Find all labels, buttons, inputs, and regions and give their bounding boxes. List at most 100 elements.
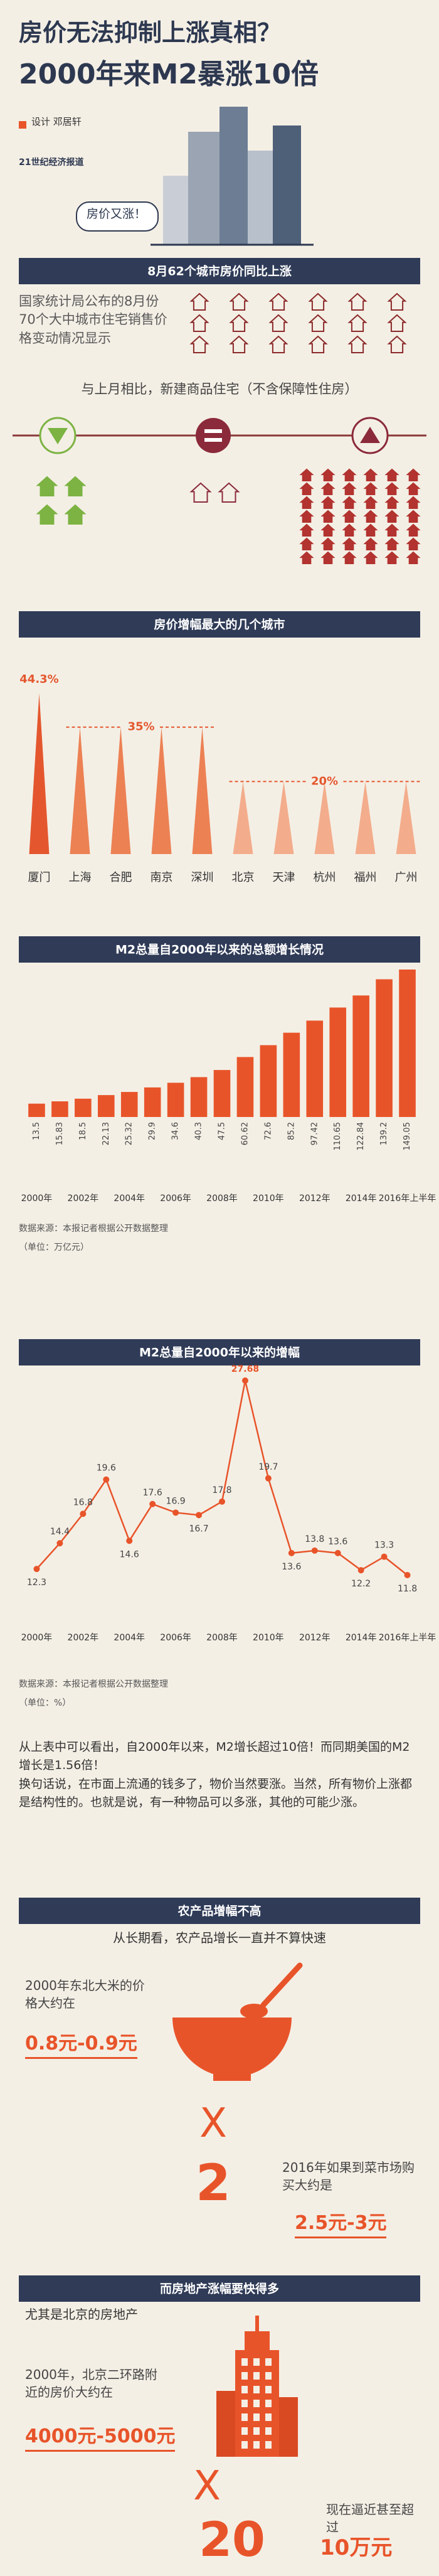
value-label: 12.3 <box>27 1578 46 1588</box>
point <box>172 1509 179 1516</box>
house-icon <box>229 335 249 353</box>
x-tick-label: 2008年 <box>206 1633 238 1643</box>
x-tick-label: 2012年 <box>299 1633 331 1643</box>
house-icon <box>342 510 357 523</box>
bar <box>75 1098 92 1117</box>
value-label: 17.6 <box>143 1488 162 1498</box>
x-tick-label: 合肥 <box>110 871 132 884</box>
banner-title: 农产品增幅不高 <box>177 1904 261 1918</box>
window <box>253 2441 260 2449</box>
unit: （单位：万亿元） <box>19 1243 89 1253</box>
house-icon <box>299 482 314 495</box>
point <box>381 1553 388 1560</box>
x-tick-label: 2006年 <box>160 1194 191 1204</box>
value-label: 47.5 <box>218 1122 227 1140</box>
x-tick-label: 北京 <box>232 871 255 884</box>
point <box>404 1572 411 1578</box>
window <box>241 2358 248 2366</box>
house-icon <box>406 468 421 481</box>
value-label: 16.9 <box>166 1496 186 1506</box>
house-icon <box>384 510 399 523</box>
point <box>265 1475 272 1482</box>
x-tick-label: 2014年 <box>346 1194 377 1204</box>
house-icon <box>384 551 399 564</box>
then-text: 2000年东北大米的价格大约在 <box>25 1978 145 2011</box>
window <box>253 2413 260 2421</box>
house-icon <box>189 292 209 311</box>
house-icon <box>299 496 314 509</box>
house-icon <box>320 523 336 537</box>
building <box>220 107 248 245</box>
value-label: 14.4 <box>50 1527 70 1537</box>
banner <box>19 936 420 963</box>
x-tick-label: 2016年上半年 <box>379 1633 436 1643</box>
intro-text: 国家统计局公布的8月份70个大中城市住宅销售价格变动情况显示 <box>19 294 167 346</box>
value-label: 13.6 <box>328 1537 347 1547</box>
cone <box>314 781 335 854</box>
banner-title: 8月62个城市房价同比上涨 <box>147 264 292 279</box>
house-icon <box>387 314 407 332</box>
window <box>241 2400 248 2407</box>
now-price: 2.5元-3元 <box>295 2210 387 2238</box>
house-icon <box>36 476 58 496</box>
house-icon <box>64 504 87 525</box>
value-label: 139.2 <box>379 1122 389 1145</box>
house-icon <box>363 537 378 550</box>
publisher: 21世纪经济报道 <box>19 158 84 168</box>
line <box>36 1380 408 1576</box>
house-icon <box>347 292 368 311</box>
value-label: 19.7 <box>258 1462 278 1472</box>
bar <box>144 1087 161 1117</box>
unit: （单位：%） <box>19 1698 71 1708</box>
analysis: 从上表中可以看出，自2000年以来，M2增长超过10倍！而同期美国的M2增长是1… <box>19 1738 420 1812</box>
annotation-label: 20% <box>311 774 338 788</box>
point <box>126 1537 133 1544</box>
value-label: 40.3 <box>194 1122 204 1140</box>
value-label: 19.6 <box>97 1463 116 1473</box>
house-icon <box>342 496 357 509</box>
house-icon <box>363 468 378 481</box>
bubble-text: 房价又涨！ <box>87 207 147 221</box>
bar <box>236 1057 254 1117</box>
window <box>265 2386 272 2393</box>
window <box>253 2400 260 2407</box>
cone <box>192 727 213 854</box>
value-label: 18.5 <box>78 1122 88 1140</box>
house-icon <box>268 292 288 311</box>
now-text: 现在逼近甚至超过 <box>326 2502 414 2535</box>
bowl <box>172 2018 292 2077</box>
wing <box>279 2397 298 2457</box>
house-icon <box>384 482 399 495</box>
x-tick-label: 2010年 <box>253 1194 284 1204</box>
house-icon <box>384 468 399 481</box>
x-tick-label: 2000年 <box>21 1194 53 1204</box>
house-icon <box>384 496 399 509</box>
house-icon <box>406 523 421 537</box>
annotation-label: 35% <box>127 720 154 734</box>
window <box>265 2400 272 2407</box>
down-arrow <box>48 428 68 444</box>
house-icon <box>320 496 336 509</box>
house-icon <box>342 468 357 481</box>
bar <box>120 1092 138 1117</box>
speech-bubble <box>76 201 159 232</box>
x-tick-label: 2004年 <box>114 1194 145 1204</box>
banner <box>19 1898 420 1924</box>
cone <box>151 727 172 854</box>
value-label: 13.5 <box>32 1122 41 1140</box>
house-icon <box>406 482 421 495</box>
building <box>248 151 273 245</box>
house-icon <box>347 314 368 332</box>
value-label: 25.32 <box>125 1122 134 1145</box>
cone <box>273 781 294 854</box>
point <box>80 1510 87 1517</box>
house-icon <box>268 335 288 353</box>
value-label: 13.6 <box>282 1562 301 1572</box>
point <box>33 1566 40 1573</box>
value-label: 14.6 <box>120 1549 139 1559</box>
window <box>265 2358 272 2366</box>
source: 数据来源：本报记者根据公开数据整理 <box>19 1679 168 1689</box>
house-icon <box>320 482 336 495</box>
multiplier: 2 <box>196 2154 231 2212</box>
x-tick-label: 深圳 <box>191 871 214 884</box>
